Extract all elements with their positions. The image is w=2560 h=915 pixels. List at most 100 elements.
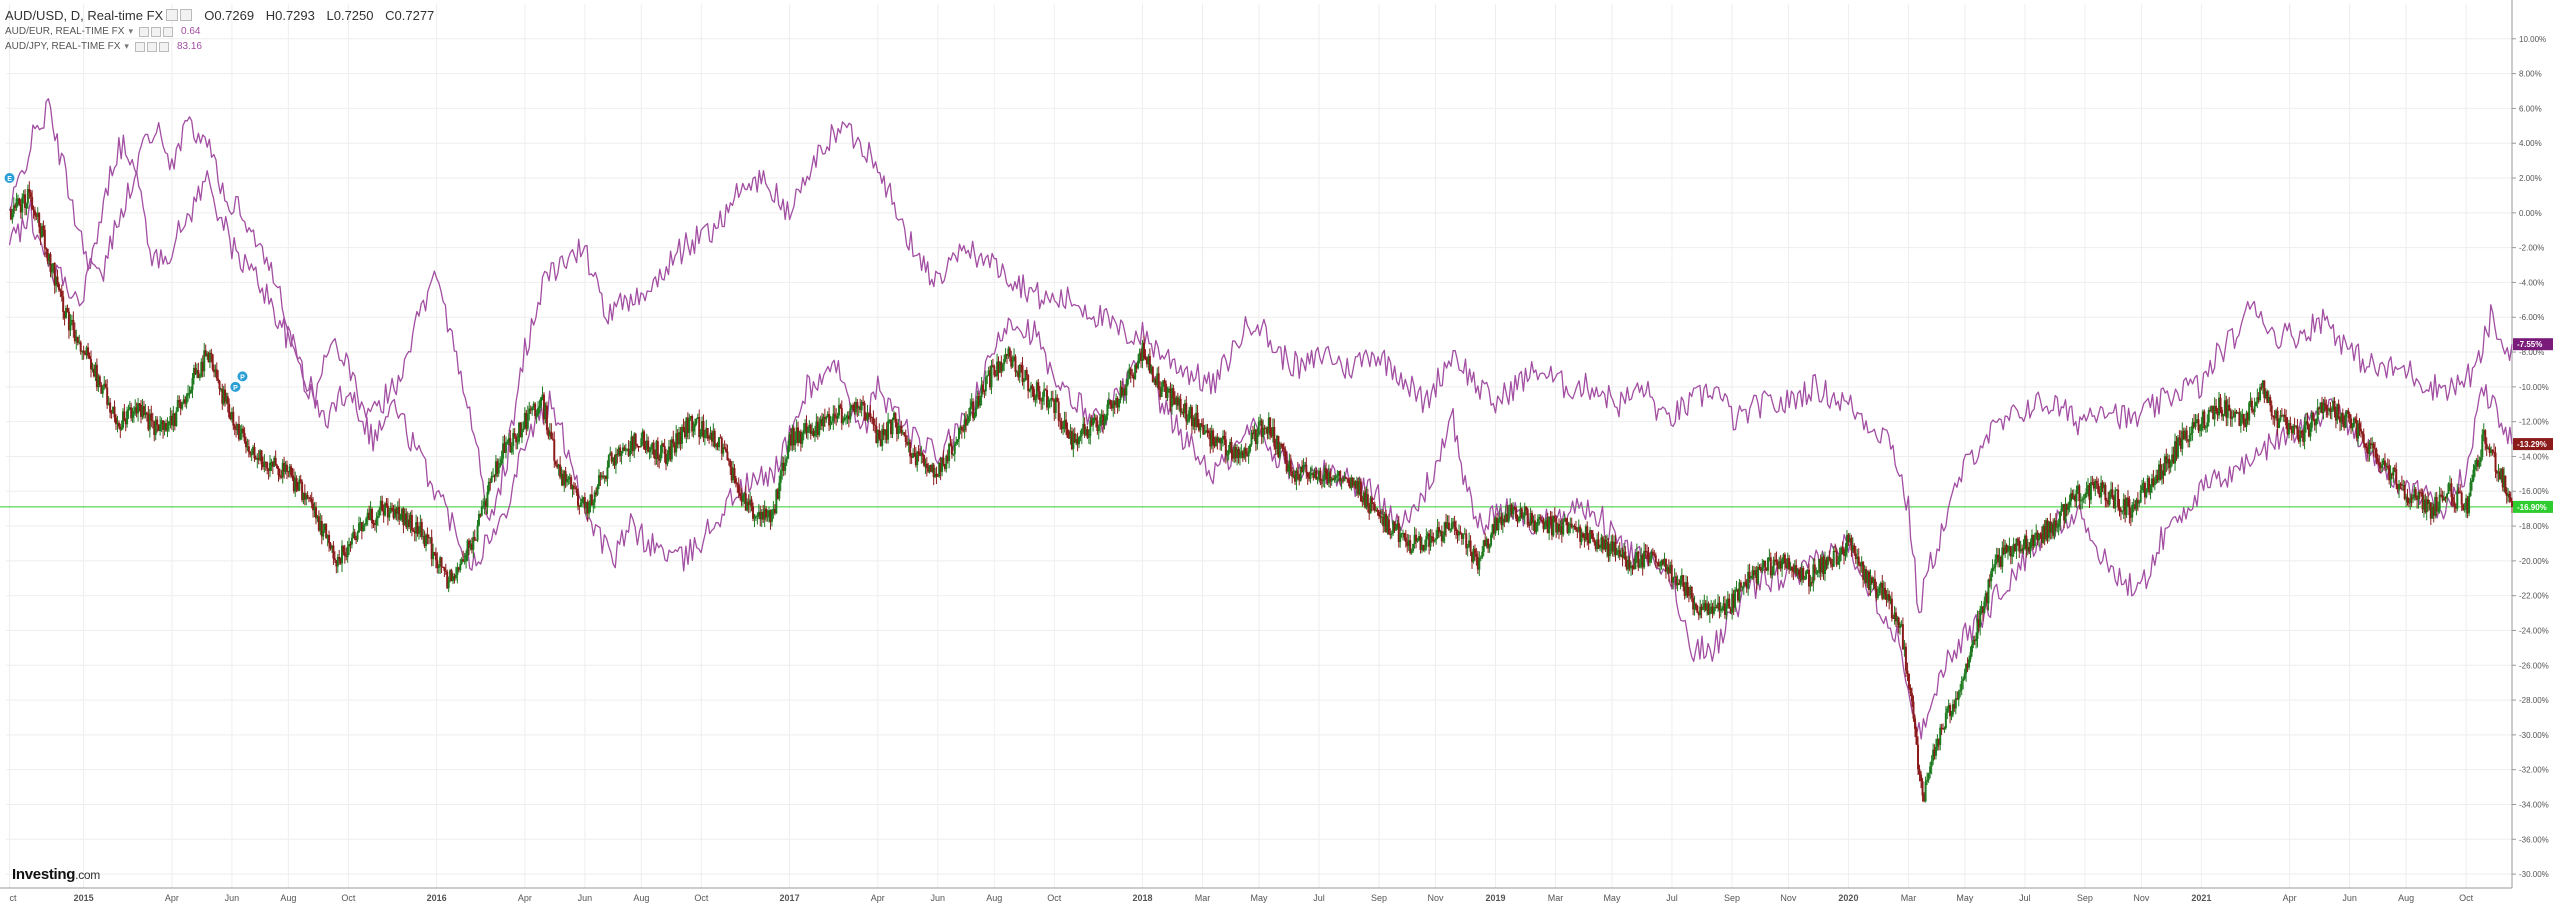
candle (1423, 547, 1426, 551)
candle (2428, 502, 2431, 505)
candle (832, 413, 835, 422)
candle (375, 518, 378, 525)
candle (291, 475, 294, 477)
high-value: 0.7293 (275, 7, 315, 23)
legend-overlay-row[interactable]: AUD/JPY, REAL-TIME FX ▾ 83.16 (5, 39, 442, 54)
candle (1739, 582, 1742, 588)
candle (72, 320, 75, 331)
candle (510, 446, 513, 453)
eye-icon[interactable] (134, 41, 145, 52)
candle (1778, 561, 1781, 569)
candle (2254, 401, 2257, 407)
legend-overlay-row[interactable]: AUD/EUR, REAL-TIME FX ▾ 0.64 (5, 24, 442, 39)
candle (389, 507, 392, 513)
candle (2200, 423, 2203, 431)
caret-down-icon[interactable]: ▾ (124, 41, 129, 51)
close-icon[interactable] (158, 41, 169, 52)
candle (1216, 437, 1219, 443)
candle (2487, 447, 2490, 449)
candle (1323, 468, 1326, 480)
candle (1247, 451, 1250, 457)
close-icon[interactable] (180, 9, 193, 21)
candle (1710, 606, 1713, 611)
candle (1250, 432, 1253, 445)
candle (1844, 550, 1847, 556)
y-tick-label: -24.00% (2519, 626, 2549, 635)
main-symbol-label[interactable]: AUD/USD, D, Real-time FX (5, 7, 164, 23)
candle (2026, 547, 2029, 551)
candle (50, 271, 53, 273)
candle (2438, 494, 2441, 510)
candle (1611, 541, 1614, 552)
candle (313, 507, 316, 511)
legend-main-row[interactable]: AUD/USD, D, Real-time FX O0.7269 H0.7293… (5, 6, 442, 24)
settings-icon[interactable] (166, 9, 179, 21)
caret-down-icon[interactable]: ▾ (128, 26, 133, 36)
overlay-symbol-label[interactable]: AUD/JPY, REAL-TIME FX (5, 41, 121, 52)
candle (267, 468, 270, 472)
eye-icon[interactable] (139, 26, 149, 37)
candle (845, 417, 848, 419)
candle (662, 443, 665, 447)
candle (69, 321, 72, 331)
candle (976, 395, 979, 408)
settings-icon[interactable] (146, 41, 157, 52)
candle (1643, 550, 1646, 568)
candle (840, 408, 843, 424)
candle (2444, 497, 2447, 499)
candle (2252, 410, 2255, 413)
candle (1610, 541, 1613, 552)
candle (1482, 540, 1485, 552)
candle (1080, 428, 1083, 436)
candle (1868, 571, 1871, 590)
candle (88, 355, 91, 360)
candle (437, 566, 440, 569)
candle (2410, 498, 2413, 500)
candle (631, 436, 634, 452)
candle (773, 509, 776, 514)
candle (747, 501, 750, 506)
candle (872, 418, 875, 425)
candle (409, 514, 412, 527)
candle (1257, 421, 1260, 435)
candle (1392, 521, 1395, 534)
candle (2350, 418, 2353, 429)
candle (2011, 553, 2014, 557)
overlay-symbol-label[interactable]: AUD/EUR, REAL-TIME FX (5, 26, 125, 37)
candle (1934, 746, 1937, 756)
candle (2290, 429, 2293, 434)
candle (1011, 361, 1014, 367)
candle (1723, 603, 1726, 615)
candle (1186, 421, 1189, 423)
candle (1865, 569, 1868, 584)
candle (2322, 403, 2325, 414)
settings-icon[interactable] (151, 26, 161, 37)
candle (980, 384, 983, 398)
candle (1637, 551, 1640, 568)
y-tick-label: 2.00% (2519, 174, 2542, 183)
candle (1654, 555, 1657, 563)
candle (195, 370, 198, 374)
candle (156, 419, 159, 425)
candle (467, 540, 470, 548)
candle (1736, 589, 1739, 601)
candle (782, 462, 785, 471)
candle (1295, 470, 1298, 482)
candle (266, 462, 269, 469)
candle (2491, 449, 2494, 452)
candle (1953, 704, 1956, 709)
candle (1878, 587, 1881, 594)
candle (815, 421, 818, 434)
candle (900, 425, 903, 434)
candle (529, 408, 532, 411)
candle (472, 536, 475, 550)
candle (2400, 484, 2403, 486)
candle (1054, 397, 1057, 413)
candle (570, 477, 573, 490)
candle (2472, 469, 2475, 481)
candle (894, 412, 897, 423)
close-icon[interactable] (163, 26, 173, 37)
candle (1873, 578, 1876, 589)
